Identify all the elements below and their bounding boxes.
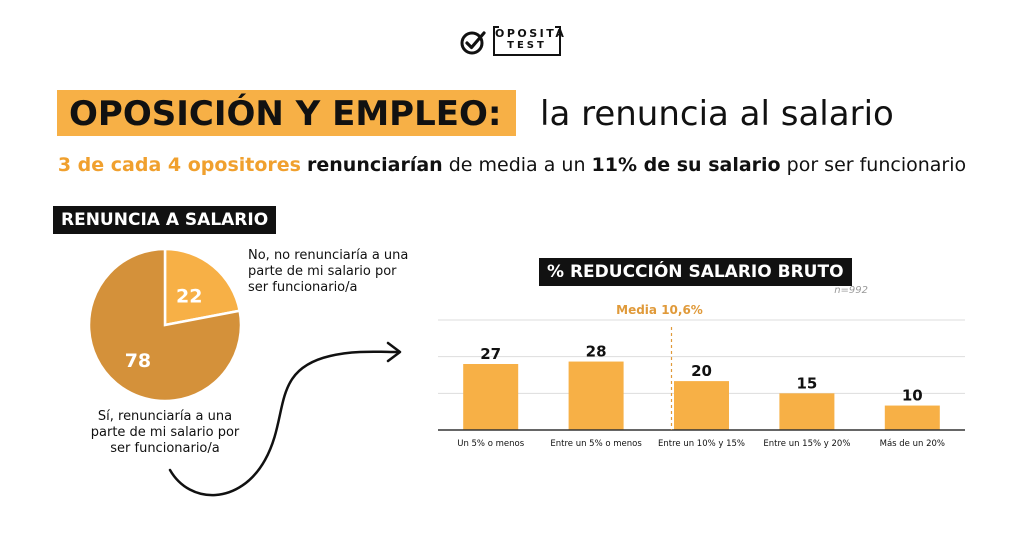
subtitle-part-6: por ser funcionario: [780, 154, 967, 176]
bar-3: [779, 393, 835, 430]
pie-slice-1: [87, 247, 243, 403]
pie-label-no: No, no renunciaría a una parte de mi sal…: [248, 248, 409, 295]
title-highlight: OPOSICIÓN Y EMPLEO:: [57, 90, 516, 136]
bar-value-label-2: 20: [691, 362, 712, 380]
logo-line-2: TEST: [507, 40, 547, 51]
subtitle: 3 de cada 4 opositores renunciarían de m…: [0, 154, 1024, 176]
sample-size-note: n=992: [834, 285, 868, 296]
subtitle-part-1: 3 de cada 4 opositores: [57, 154, 301, 176]
bar-chart: 27 Un 5% o menos 28 Entre un 5% o menos 20 En…: [438, 303, 965, 449]
subtitle-part-3: renunciarían: [307, 154, 443, 176]
bar-value-label-0: 27: [480, 345, 501, 363]
category-label-2: Entre un 10% y 15%: [658, 439, 745, 449]
category-label-0: Un 5% o menos: [457, 439, 524, 449]
pie-slice-0: [163, 247, 242, 327]
bar-value-label-4: 10: [902, 387, 923, 405]
bar-4: [884, 405, 940, 430]
mean-annotation: Media 10,6%: [616, 303, 703, 317]
pie-label-yes: Sí, renunciaría a una parte de mi salari…: [90, 409, 240, 456]
subtitle-part-4: de media a un: [442, 154, 592, 176]
subtitle-part-5: 11% de su salario: [591, 154, 781, 176]
pie-chart-title: RENUNCIA A SALARIO: [53, 206, 277, 234]
bar-value-label-3: 15: [796, 374, 817, 392]
bar-2: [674, 381, 729, 430]
check-circle-icon: [460, 31, 486, 55]
category-label-4: Más de un 20%: [880, 439, 945, 449]
bar-1: [568, 361, 624, 430]
curved-arrow-icon: [168, 341, 402, 497]
category-label-1: Entre un 5% o menos: [550, 439, 642, 449]
title-rest: la renuncia al salario: [540, 94, 894, 134]
bar-value-label-1: 28: [586, 343, 607, 361]
pie-chart: 22 78: [87, 247, 243, 403]
logo-wordmark: OPOSITA TEST: [493, 26, 567, 56]
bar-chart-title: % REDUCCIÓN SALARIO BRUTO: [539, 258, 852, 286]
category-label-3: Entre un 15% y 20%: [763, 439, 850, 449]
logo-line-1: OPOSITA: [495, 27, 567, 40]
pie-value-label-0: 22: [176, 286, 202, 308]
oposita-test-logo: OPOSITA TEST: [459, 26, 567, 58]
pie-value-label-1: 78: [125, 350, 151, 372]
bar-0: [463, 364, 519, 430]
